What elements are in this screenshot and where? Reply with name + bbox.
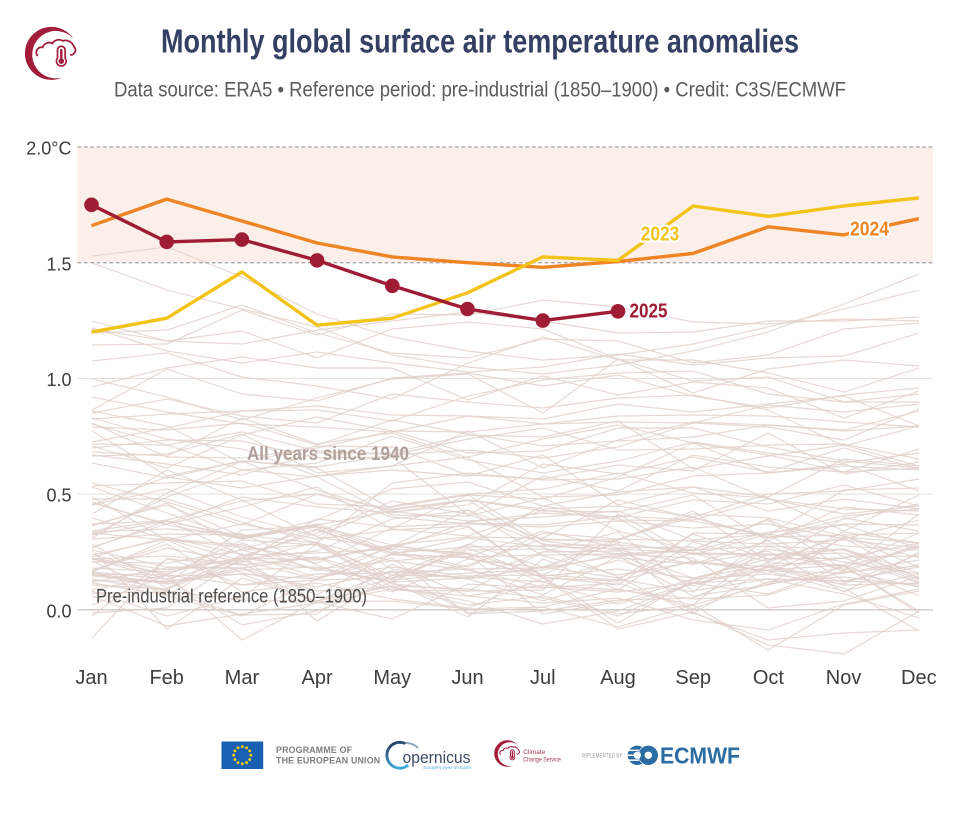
svg-text:1.5: 1.5: [46, 254, 71, 274]
svg-text:1.0: 1.0: [46, 370, 71, 390]
svg-text:opernicus: opernicus: [403, 749, 471, 767]
svg-text:Europe's eyes on Earth: Europe's eyes on Earth: [423, 765, 471, 770]
svg-text:0.5: 0.5: [46, 486, 71, 506]
svg-text:Oct: Oct: [753, 667, 785, 689]
svg-text:IMPLEMENTED BY: IMPLEMENTED BY: [582, 753, 623, 760]
svg-text:PROGRAMME OF: PROGRAMME OF: [276, 745, 353, 755]
svg-text:2025: 2025: [630, 300, 668, 323]
svg-text:Aug: Aug: [600, 667, 636, 689]
svg-text:2023: 2023: [641, 223, 680, 246]
svg-text:Climate: Climate: [523, 749, 546, 756]
svg-text:2024: 2024: [850, 218, 890, 241]
svg-text:2.0°C: 2.0°C: [26, 139, 71, 159]
svg-text:0.0: 0.0: [46, 601, 71, 621]
svg-text:ECMWF: ECMWF: [660, 743, 740, 769]
svg-text:Sep: Sep: [675, 667, 711, 689]
svg-text:Dec: Dec: [901, 667, 937, 689]
svg-text:Jan: Jan: [75, 667, 107, 689]
svg-text:Mar: Mar: [225, 667, 260, 689]
svg-text:Jun: Jun: [451, 667, 483, 689]
svg-text:Apr: Apr: [302, 667, 333, 689]
svg-text:All years since 1940: All years since 1940: [247, 444, 409, 465]
svg-text:Nov: Nov: [826, 667, 862, 689]
svg-text:Data source: ERA5 • Reference: Data source: ERA5 • Reference period: pr…: [114, 79, 846, 102]
svg-text:Monthly global surface air tem: Monthly global surface air temperature a…: [161, 23, 799, 60]
svg-text:May: May: [373, 667, 411, 689]
svg-text:Feb: Feb: [149, 667, 183, 689]
svg-text:Jul: Jul: [530, 667, 556, 689]
svg-text:Change Service: Change Service: [523, 756, 561, 763]
svg-text:THE EUROPEAN UNION: THE EUROPEAN UNION: [276, 756, 380, 766]
svg-text:Pre-industrial reference (1850: Pre-industrial reference (1850–1900): [96, 587, 367, 608]
